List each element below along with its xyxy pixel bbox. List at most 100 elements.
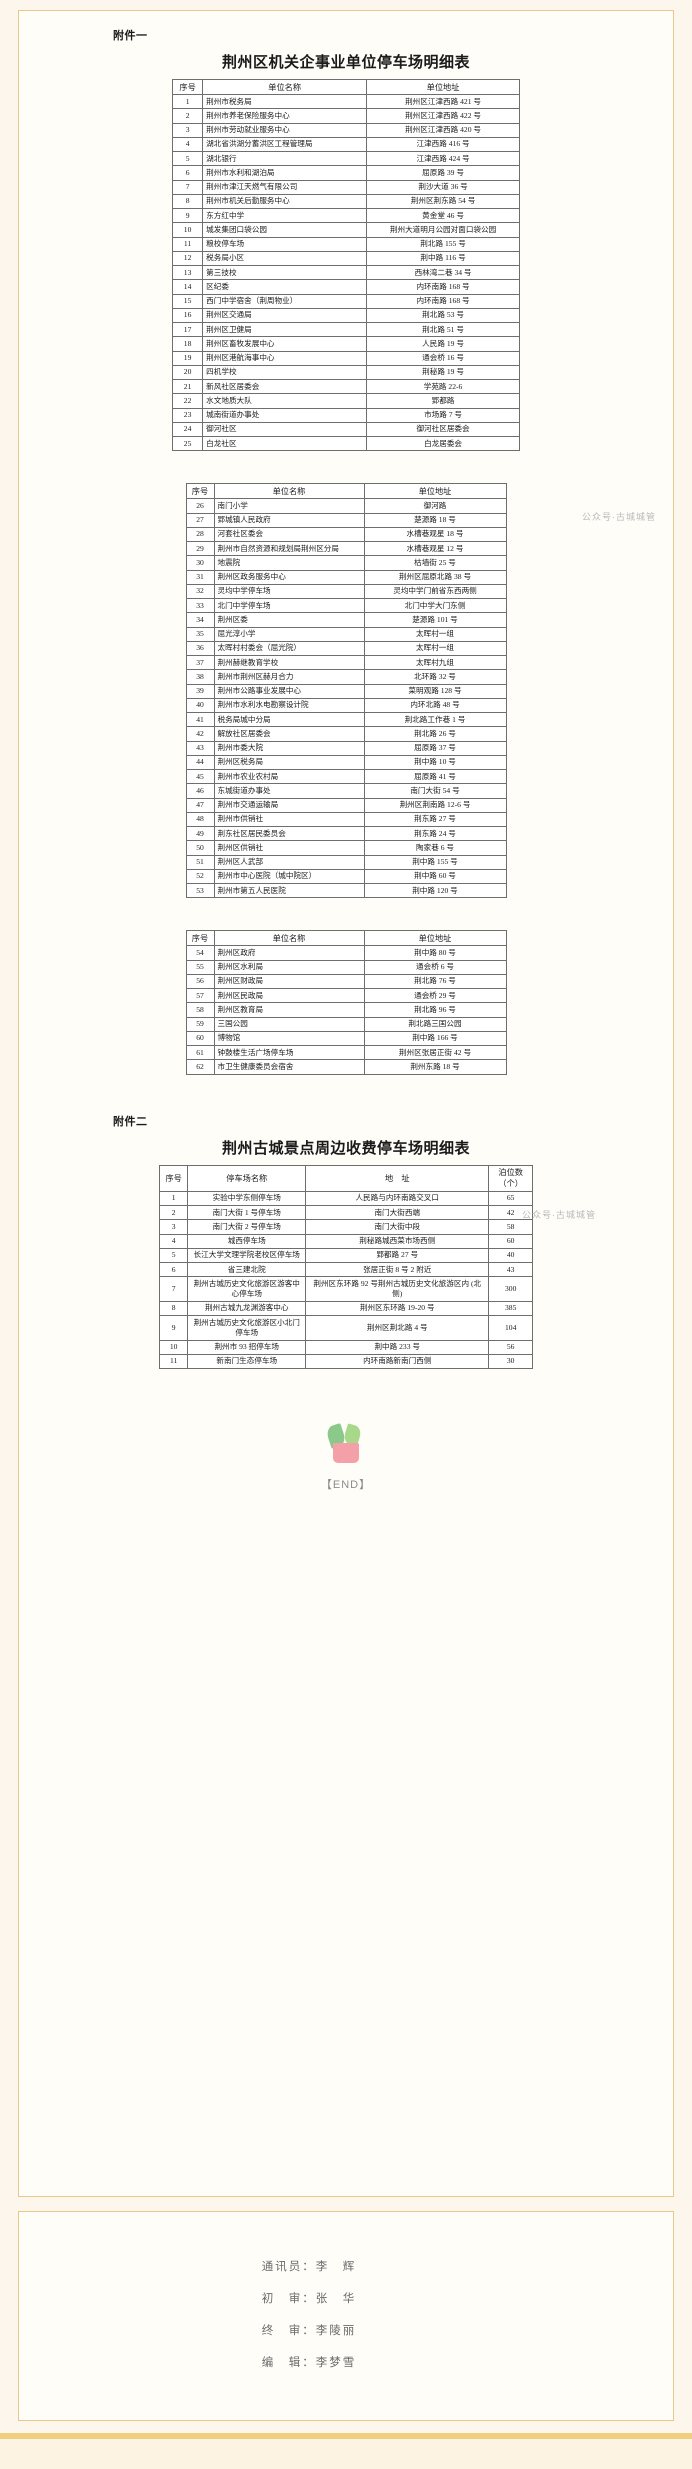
cell-lot-name: 省三建北院 xyxy=(187,1262,307,1278)
cell-no: 39 xyxy=(185,683,215,699)
table-row: 46 东城街道办事处 南门大街 54 号 xyxy=(185,783,507,799)
credit-final-review: 终 审：李陵丽 xyxy=(261,2325,357,2337)
table-body-part2: 26 南门小学 御河路 27 郢城镇人民政府 楚源路 18 号 28 河套社区委会 水槽巷观星 … xyxy=(185,498,507,899)
cell-address: 荆北路 26 号 xyxy=(363,726,507,742)
cell-no: 6 xyxy=(158,1262,189,1278)
cell-unit-name: 荆州市中心医院（城中院区） xyxy=(213,868,365,885)
parking-table-part3: 序号 单位名称 单位地址 54 荆州区政府 荆中路 80 号 55 荆州区水利局 通会桥 … xyxy=(185,930,507,1075)
cell-unit-name: 荆州市供销社 xyxy=(213,811,365,828)
table-row: 41 税务局城中分局 荆北路工作巷 1 号 xyxy=(185,712,507,728)
cell-no: 21 xyxy=(171,379,204,395)
cell-unit-name: 博物馆 xyxy=(213,1030,365,1047)
cell-address: 内环北路 48 号 xyxy=(363,697,507,714)
cell-no: 61 xyxy=(185,1045,215,1061)
cell-no: 15 xyxy=(171,293,204,309)
cell-no: 42 xyxy=(185,726,215,742)
cell-address: 荆州区张居正街 42 号 xyxy=(363,1045,507,1061)
table-row: 42 解放社区居委会 荆北路 26 号 xyxy=(185,726,507,742)
cell-unit-name: 南门小学 xyxy=(213,498,365,514)
cell-no: 56 xyxy=(185,973,215,990)
cell-unit-name: 荆州市自然资源和规划局荆州区分局 xyxy=(213,541,365,557)
table-row: 34 荆州区委 楚源路 101 号 xyxy=(185,612,507,628)
table-row: 1 荆州市税务局 荆州区江津西路 421 号 xyxy=(171,94,520,110)
table-row: 13 第三技校 西林湾二巷 34 号 xyxy=(171,265,520,281)
cell-lot-name: 荆州市 93 招停车场 xyxy=(187,1339,307,1355)
cell-address: 荆州大道明月公园对面口袋公园 xyxy=(366,222,520,238)
cell-address: 黄金堂 46 号 xyxy=(366,208,520,224)
table-row: 51 荆州区人武部 荆中路 155 号 xyxy=(185,854,507,870)
cell-no: 12 xyxy=(171,250,204,267)
cell-no: 25 xyxy=(171,436,204,452)
cell-no: 34 xyxy=(185,612,215,628)
cell-unit-name: 水文地质大队 xyxy=(202,393,368,409)
cell-unit-name: 荆州市机关后勤服务中心 xyxy=(202,193,368,210)
cell-address: 荆东路 27 号 xyxy=(363,811,507,828)
cell-unit-name: 城发集团口袋公园 xyxy=(202,222,368,238)
table-row: 17 荆州区卫健局 荆北路 51 号 xyxy=(171,322,520,338)
cell-address: 江津西路 424 号 xyxy=(366,151,520,167)
cell-unit-name: 荆州区政府 xyxy=(213,945,365,961)
cell-unit-name: 荆州区财政局 xyxy=(213,973,365,990)
table-body-part1: 1 荆州市税务局 荆州区江津西路 421 号 2 荆州市养老保险服务中心 荆州区江津西路 … xyxy=(171,94,520,452)
cell-no: 45 xyxy=(185,769,215,785)
cell-address: 楚源路 18 号 xyxy=(363,512,507,528)
table-row: 50 荆州区供销社 陶家巷 6 号 xyxy=(185,840,507,856)
cell-address: 荆中路 233 号 xyxy=(305,1339,490,1355)
cell-address: 荆州区江津西路 422 号 xyxy=(366,108,520,124)
cell-capacity: 104 xyxy=(488,1315,533,1341)
cell-unit-name: 东城街道办事处 xyxy=(213,783,365,799)
cell-address: 荆北路 76 号 xyxy=(363,973,507,990)
cell-address: 南门大街 54 号 xyxy=(363,783,507,799)
table-row: 3 南门大街 2 号停车场 南门大街中段 58 xyxy=(158,1219,533,1235)
cell-unit-name: 市卫生健康委员会宿舍 xyxy=(213,1059,365,1075)
cell-address: 荆北路 155 号 xyxy=(366,236,520,252)
header-address: 单位地址 xyxy=(363,930,507,947)
table-row: 5 湖北银行 江津西路 424 号 xyxy=(171,151,520,167)
cell-unit-name: 第三技校 xyxy=(202,265,368,281)
cell-unit-name: 荆州市养老保险服务中心 xyxy=(202,108,368,124)
cell-address: 通会桥 6 号 xyxy=(363,959,507,975)
cell-address: 西林湾二巷 34 号 xyxy=(366,265,520,281)
cell-unit-name: 荆州市交通运输局 xyxy=(213,797,365,813)
cell-no: 11 xyxy=(158,1353,189,1370)
cell-unit-name: 灵均中学停车场 xyxy=(213,583,365,600)
cell-no: 10 xyxy=(171,222,204,238)
cell-unit-name: 荆州市委大院 xyxy=(213,740,365,756)
table-row: 27 郢城镇人民政府 楚源路 18 号 xyxy=(185,512,507,528)
table-row: 2 荆州市养老保险服务中心 荆州区江津西路 422 号 xyxy=(171,108,520,124)
cell-no: 2 xyxy=(171,108,204,124)
parking-table-part1: 序号 单位名称 单位地址 1 荆州市税务局 荆州区江津西路 421 号 2 荆州市养老保… xyxy=(171,78,520,452)
cell-no: 29 xyxy=(185,541,215,557)
table-row: 55 荆州区水利局 通会桥 6 号 xyxy=(185,959,507,975)
credit-first-review: 初 审：张 华 xyxy=(261,2293,357,2305)
header-address: 单位地址 xyxy=(366,78,520,96)
cell-address: 荆州区荆北路 4 号 xyxy=(305,1315,490,1341)
table-row: 38 荆州市荆州区赫月合力 北环路 32 号 xyxy=(185,669,507,685)
table-row: 14 区纪委 内环南路 168 号 xyxy=(171,279,520,295)
header-capacity: 泊位数（个） xyxy=(488,1164,533,1192)
cell-address: 太晖村一组 xyxy=(363,640,507,657)
cell-no: 57 xyxy=(185,988,215,1004)
header-lot-name: 停车场名称 xyxy=(187,1164,307,1192)
cell-unit-name: 钟鼓楼生活广场停车场 xyxy=(213,1045,365,1061)
cell-no: 5 xyxy=(158,1247,189,1264)
table-row: 18 荆州区畜牧发展中心 人民路 19 号 xyxy=(171,336,520,352)
attachment-one-title: 荆州区机关企事业单位停车场明细表 xyxy=(221,54,470,71)
cell-no: 22 xyxy=(171,393,204,409)
cell-no: 47 xyxy=(185,797,215,813)
cell-no: 48 xyxy=(185,811,215,828)
table-row: 54 荆州区政府 荆中路 80 号 xyxy=(185,945,507,961)
cell-unit-name: 荆东社区居民委员会 xyxy=(213,826,365,842)
cell-no: 58 xyxy=(185,1002,215,1018)
table-row: 37 荆州赫继教育学校 太晖村九组 xyxy=(185,655,507,671)
cell-unit-name: 荆州市水利和湖泊局 xyxy=(202,165,368,181)
table-row: 61 钟鼓楼生活广场停车场 荆州区张居正街 42 号 xyxy=(185,1045,507,1061)
cell-address: 郢都路 27 号 xyxy=(305,1247,490,1264)
credits-box: 通讯员：李 辉 初 审：张 华 终 审：李陵丽 编 辑：李梦雪 xyxy=(18,2211,674,2421)
table-row: 45 荆州市农业农村局 屈原路 41 号 xyxy=(185,769,507,785)
cell-unit-name: 荆州区畜牧发展中心 xyxy=(202,336,368,352)
cell-address: 荆中路 60 号 xyxy=(363,868,507,885)
bottom-fill xyxy=(0,2439,692,2469)
cell-capacity: 300 xyxy=(488,1276,533,1302)
cell-lot-name: 荆州古城九龙渊游客中心 xyxy=(187,1300,307,1317)
